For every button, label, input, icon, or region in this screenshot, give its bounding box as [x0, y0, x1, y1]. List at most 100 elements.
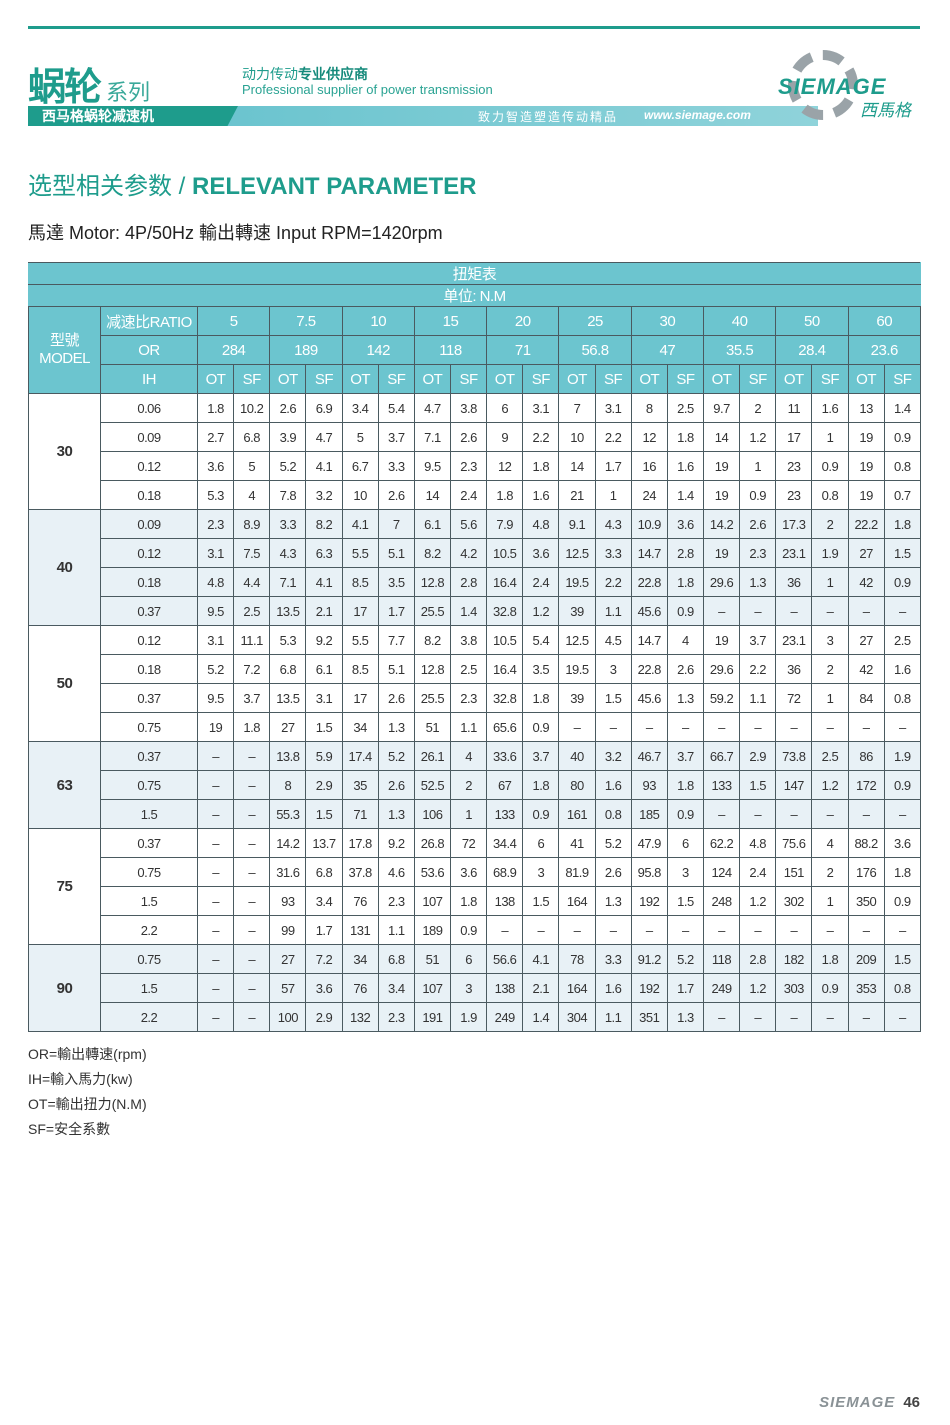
sf-cell: 1.5 [883, 944, 921, 974]
sf-cell: 0.9 [522, 712, 560, 742]
ot-cell: 45.6 [630, 596, 668, 626]
sf-cell: 1.6 [522, 480, 560, 510]
ih-cell: 0.09 [100, 422, 198, 452]
sf-cell: 0.8 [883, 973, 921, 1003]
page-title: 选型相关参数 / RELEVANT PARAMETER [28, 166, 476, 201]
ot-cell: 176 [847, 857, 885, 887]
ratio-value: 50 [775, 306, 849, 336]
sf-cell: 3 [594, 654, 632, 684]
sf-cell: 2.5 [666, 393, 704, 423]
model-cell: 90 [28, 944, 101, 1032]
sf-cell: 5.2 [377, 741, 415, 771]
ot-cell: – [196, 886, 235, 916]
sf-cell: 2.6 [377, 480, 415, 510]
ih-cell: 0.37 [100, 596, 198, 626]
ot-cell: 249 [486, 1002, 524, 1032]
ot-cell: 93 [630, 770, 668, 800]
sf-cell: 2.3 [449, 683, 488, 713]
sf-cell: 2.9 [739, 741, 777, 771]
table-row: 2.2– –99 1.7 131 1.1 189 0.9– – – – – – – – – – – – [29, 915, 921, 945]
sf-cell: – [883, 915, 921, 945]
ot-cell: 9.5 [196, 683, 235, 713]
ot-cell: 5.2 [196, 654, 235, 684]
ih-cell: 1.5 [100, 886, 198, 916]
sf-cell: – [666, 712, 704, 742]
legend: OR=輸出轉速(rpm) IH=輸入馬力(kw) OT=輸出扭力(N.M) SF… [28, 1042, 147, 1142]
ot-cell: 17 [775, 422, 813, 452]
sf-cell: 1.5 [739, 770, 777, 800]
ot-cell: 56.6 [486, 944, 524, 974]
ot-cell: 7 [558, 393, 596, 423]
table-row: 63 0.37– –13.8 5.9 17.4 5.2 26.1 4 33.6 3.7 40 3.2 4… [28, 741, 921, 829]
ot-cell: 10 [341, 480, 379, 510]
or-value: 23.6 [847, 335, 921, 365]
ot-cell: 2.7 [196, 422, 235, 452]
ot-cell: 99 [269, 915, 307, 945]
ot-cell: 27 [847, 538, 885, 568]
sf-cell: 1.1 [594, 1002, 632, 1032]
sf-cell: – [233, 828, 271, 858]
ot-cell: 23.1 [775, 538, 813, 568]
ot-cell: – [702, 799, 741, 829]
ot-cell: 39 [558, 683, 596, 713]
sf-cell: 7.7 [377, 625, 415, 655]
sf-cell: 3.2 [594, 741, 632, 771]
ratio-row: 型號 MODEL 减速比RATIO 5 7.5 10 15 20 25 30 40 50 60 [28, 306, 921, 394]
sf-header: SF [739, 364, 777, 394]
ot-cell: 19 [847, 422, 885, 452]
sf-cell: 3.6 [883, 828, 921, 858]
ot-cell: 17 [341, 683, 379, 713]
ot-cell: 3.3 [269, 509, 307, 539]
ratio-value: 60 [847, 306, 921, 336]
sf-cell: – [883, 1002, 921, 1032]
sf-cell: 1.8 [666, 770, 704, 800]
sf-cell: 0.8 [883, 451, 921, 481]
ot-cell: 3.4 [341, 393, 379, 423]
website-link[interactable]: www.siemage.com [644, 108, 751, 122]
sf-cell: 8.9 [233, 509, 271, 539]
sf-cell: 1.7 [305, 915, 343, 945]
ot-cell: 26.8 [413, 828, 451, 858]
ot-cell: 248 [702, 886, 741, 916]
sf-cell: 2.4 [739, 857, 777, 887]
ot-cell: 161 [558, 799, 596, 829]
ot-cell: 6.7 [341, 451, 379, 481]
ot-cell: 13.5 [269, 596, 307, 626]
ot-cell: 151 [775, 857, 813, 887]
title-en: RELEVANT PARAMETER [192, 173, 477, 200]
sf-cell: – [739, 799, 777, 829]
sf-cell: 4.7 [305, 422, 343, 452]
sf-cell: 1.2 [739, 973, 777, 1003]
ot-cell: 191 [413, 1002, 451, 1032]
footer-brand: SIEMAGE [819, 1394, 896, 1411]
table-row: 2.2– –100 2.9 132 2.3 191 1.9 249 1.4 304 1.1 351 1.… [29, 1002, 921, 1032]
sf-cell: 3.3 [594, 944, 632, 974]
ot-cell: 91.2 [630, 944, 668, 974]
ot-cell: 29.6 [702, 567, 741, 597]
legend-ot: OT=輸出扭力(N.M) [28, 1096, 147, 1112]
ot-cell: – [775, 712, 813, 742]
table-row: 0.18 4.8 4.4 7.1 4.1 8.5 3.5 12.8 2.8 16.4 2.4 19.5… [29, 567, 921, 597]
ot-cell: 19 [196, 712, 235, 742]
model-cell: 63 [28, 741, 101, 829]
sf-cell: 2 [811, 509, 849, 539]
ot-cell: 37.8 [341, 857, 379, 887]
ot-cell: 76 [341, 973, 379, 1003]
sf-cell: – [233, 944, 271, 974]
ot-cell: 8.2 [413, 538, 451, 568]
ot-cell: 13.5 [269, 683, 307, 713]
ot-cell: 1.8 [196, 393, 235, 423]
sf-cell: 1.3 [739, 567, 777, 597]
sf-cell: 3.7 [377, 422, 415, 452]
sf-cell: 7.2 [305, 944, 343, 974]
ot-header: OT [269, 364, 307, 394]
ot-cell: 172 [847, 770, 885, 800]
sf-cell: 2.8 [666, 538, 704, 568]
ot-cell: 13 [847, 393, 885, 423]
sf-cell: 2.9 [305, 1002, 343, 1032]
sf-cell: 1.7 [666, 973, 704, 1003]
sf-cell: 1 [449, 799, 488, 829]
sf-cell: 1.5 [594, 683, 632, 713]
ot-cell: 93 [269, 886, 307, 916]
ot-cell: 9 [486, 422, 524, 452]
